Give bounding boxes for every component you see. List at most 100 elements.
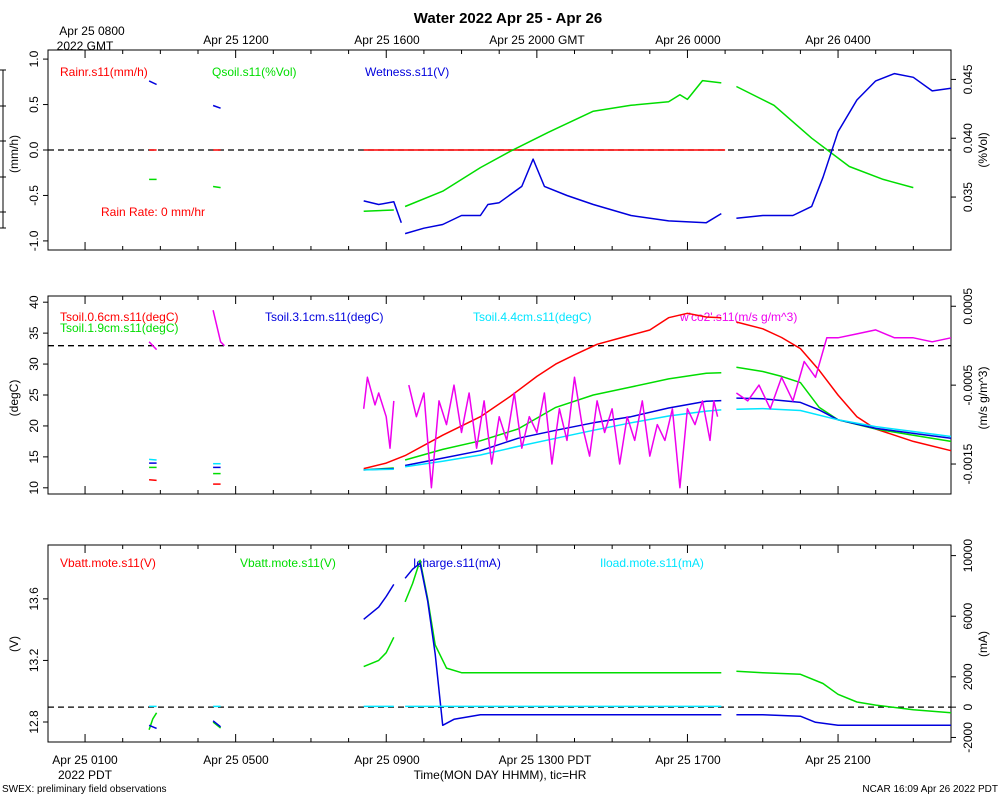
x-axis-title: Time(MON DAY HHMM), tic=HR	[414, 768, 587, 782]
legend-tsoil-0-6: Tsoil.0.6cm.s11(degC)	[60, 310, 179, 324]
legend-rainr: Rainr.s11(mm/h)	[60, 65, 148, 79]
footer-right: NCAR 16:09 Apr 26 2022 PDT	[862, 784, 998, 795]
y-tick-label: 20	[27, 419, 41, 433]
bottom-axis-label: Apr 25 1300 PDT	[499, 753, 592, 767]
legend-tsoil-1-9: Tsoil.1.9cm.s11(degC)	[60, 321, 179, 335]
panel-rain-soil-wetness: Rainr.s11(mm/h) Qsoil.s11(%Vol) Wetness.…	[0, 49, 990, 251]
y-tick-label: -1.0	[27, 230, 41, 251]
y2-tick-label: 2000	[961, 663, 975, 690]
series-line	[404, 158, 722, 235]
y-tick-label: 13.2	[27, 648, 41, 672]
series-line	[212, 721, 222, 729]
y2-tick-label: 0	[961, 703, 975, 710]
panel-mote-power: Vbatt.mote.s11(V) Vbatt.mote.s11(V) Icha…	[7, 539, 990, 753]
series-line	[212, 185, 221, 189]
panel1-y2label: (%Vol)	[976, 132, 990, 167]
legend-iload: Iload.mote.s11(mA)	[600, 556, 704, 570]
series-line	[736, 397, 952, 440]
series-line	[736, 407, 952, 438]
y-tick-label: 0.5	[27, 96, 41, 113]
panel2-y2label: (m/s g/m^3)	[976, 367, 990, 430]
y-tick-label: 12.8	[27, 710, 41, 734]
series-line	[212, 720, 222, 728]
legend-icharge: Icharge.s11(mA)	[413, 556, 501, 570]
bottom-axis-label: Apr 25 0500	[203, 753, 269, 767]
bottom-axis-labels: Apr 25 0100 Apr 25 0500 Apr 25 0900 Apr …	[52, 753, 871, 782]
footer-left: SWEX: preliminary field observations	[2, 784, 167, 795]
series-line	[212, 310, 225, 347]
legend-qsoil: Qsoil.s11(%Vol)	[212, 65, 296, 79]
y2-tick-label: -2000	[961, 722, 975, 753]
series-line	[404, 562, 722, 727]
series-line	[148, 724, 157, 730]
bottom-axis-sublabel: 2022 PDT	[58, 768, 113, 782]
series-line	[408, 376, 719, 489]
top-axis-label: Apr 25 1200	[203, 33, 269, 47]
series-line	[736, 72, 952, 219]
series-line	[149, 479, 157, 482]
y-tick-label: -0.5	[27, 185, 41, 206]
series-line	[148, 80, 157, 86]
top-axis-label: Apr 26 0400	[805, 33, 871, 47]
panel1-ylabel: (mm/h)	[7, 135, 21, 173]
series-line	[363, 209, 394, 212]
top-axis-label: Apr 25 0800	[59, 24, 125, 38]
bottom-axis-label: Apr 25 1700	[655, 753, 721, 767]
y2-tick-label: 0.0005	[961, 288, 975, 325]
y-tick-label: 40	[27, 295, 41, 309]
y-tick-label: 35	[27, 326, 41, 340]
panel-soil-temperature: Tsoil.0.6cm.s11(degC) Tsoil.1.9cm.s11(de…	[7, 288, 990, 495]
panel3-ylabel: (V)	[7, 636, 21, 652]
y2-tick-label: 6000	[961, 603, 975, 630]
panel3-y2label: (mA)	[976, 631, 990, 657]
chart-title: Water 2022 Apr 25 - Apr 26	[414, 10, 602, 27]
series-line	[736, 713, 951, 727]
series-line	[363, 312, 722, 470]
series-line	[736, 366, 952, 443]
series-line	[736, 670, 952, 714]
y2-tick-label: -0.0005	[961, 364, 975, 405]
y2-tick-label: 0.045	[961, 64, 975, 94]
y2-tick-label: 0.035	[961, 182, 975, 212]
y2-tick-label: 10000	[961, 539, 975, 573]
y-tick-label: 13.6	[27, 587, 41, 611]
series-line	[148, 341, 158, 351]
legend-vbatt-red: Vbatt.mote.s11(V)	[60, 556, 156, 570]
legend-tsoil-4-4: Tsoil.4.4cm.s11(degC)	[473, 310, 592, 324]
panel2-ylabel: (degC)	[7, 380, 21, 417]
series-line	[404, 371, 722, 461]
y-tick-label: 15	[27, 450, 41, 464]
legend-wetness: Wetness.s11(V)	[365, 65, 449, 79]
y2-tick-label: -0.0015	[961, 443, 975, 484]
series-line	[736, 321, 952, 452]
series-line	[363, 200, 403, 223]
y-tick-label: 0.0	[27, 141, 41, 158]
legend-vbatt-green: Vbatt.mote.s11(V)	[240, 556, 336, 570]
top-axis-label: Apr 26 0000	[655, 33, 721, 47]
series-line	[363, 584, 395, 620]
panel-frame	[47, 544, 952, 743]
series-line	[149, 458, 157, 461]
series-line	[735, 329, 952, 410]
series-line	[362, 376, 395, 449]
series-line	[363, 636, 395, 668]
rain-rate-annotation: Rain Rate: 0 mm/hr	[101, 205, 205, 219]
bottom-axis-label: Apr 25 0900	[354, 753, 420, 767]
top-axis-label: Apr 25 1600	[354, 33, 420, 47]
y-tick-label: 1.0	[27, 50, 41, 67]
bottom-axis-label: Apr 25 0100	[52, 753, 118, 767]
top-axis-label: Apr 25 2000 GMT	[489, 33, 585, 47]
y2-tick-label: 0.040	[961, 123, 975, 153]
legend-tsoil-3-1: Tsoil.3.1cm.s11(degC)	[265, 310, 384, 324]
series-line	[404, 79, 722, 208]
panel-frame	[47, 295, 952, 495]
series-line	[404, 559, 722, 674]
y-tick-label: 25	[27, 388, 41, 402]
series-line	[404, 399, 722, 467]
legend-wco2: w'co2'.s11(m/s g/m^3)	[679, 310, 797, 324]
bottom-axis-label: Apr 25 2100	[805, 753, 871, 767]
y-tick-label: 10	[27, 481, 41, 495]
top-axis-labels: Apr 25 0800 Apr 25 1200 Apr 25 1600 Apr …	[57, 24, 871, 53]
series-line	[212, 104, 221, 109]
